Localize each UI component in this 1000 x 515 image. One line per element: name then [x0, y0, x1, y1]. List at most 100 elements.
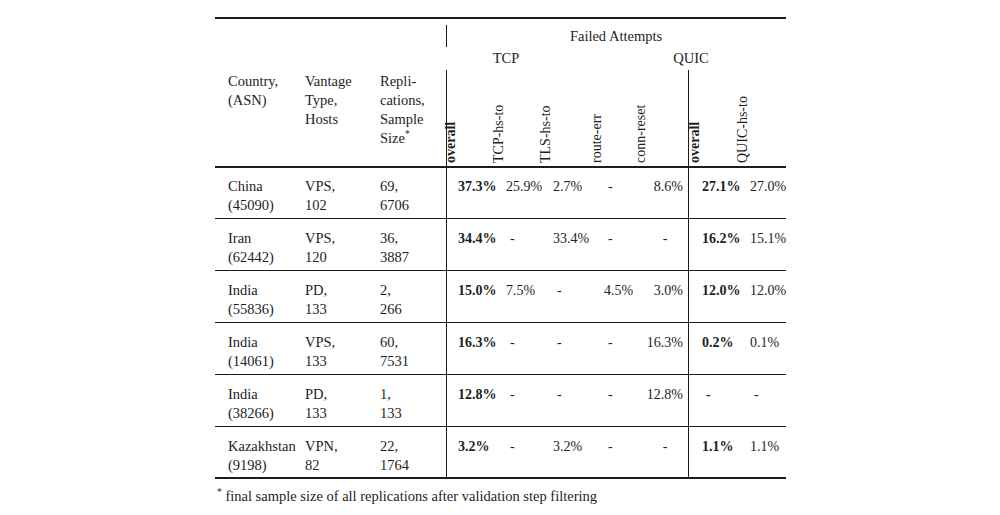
tcp-overall-value: 37.3%	[458, 177, 504, 196]
conn-reset-value: -	[640, 229, 686, 248]
tcp-hs-to-value: 25.9%	[506, 177, 552, 196]
table-row-iran-62442: Iran (62442) VPS, 120 36, 3887 34.4% - 3…	[215, 218, 786, 270]
table-row-india-38266: India (38266) PD, 133 1, 133 12.8% - - -…	[215, 374, 786, 426]
tcp-overall-value: 15.0%	[458, 281, 504, 300]
replications-count: 69,	[380, 177, 446, 196]
table-footnote: * final sample size of all replications …	[217, 488, 597, 505]
tcp-overall-value: 34.4%	[458, 229, 504, 248]
vantage-header-line: Type,	[305, 91, 352, 110]
table-row-kazakhstan-9198: Kazakhstan (9198) VPN, 82 22, 1764 3.2% …	[215, 426, 786, 478]
sample-size: 133	[380, 404, 446, 423]
country-cell: Iran (62442)	[228, 229, 304, 267]
vantage-cell: PD, 133	[305, 281, 377, 319]
replications-count: 2,	[380, 281, 446, 300]
replications-cell: 1, 133	[380, 385, 446, 423]
footnote-text: final sample size of all replications af…	[225, 488, 597, 504]
replications-header-line: Repli-	[380, 72, 425, 91]
country-header-line: (ASN)	[228, 91, 278, 110]
vantage-cell: VPN, 82	[305, 437, 377, 475]
country-cell: China (45090)	[228, 177, 304, 215]
vantage-column-header: Vantage Type, Hosts	[305, 72, 352, 129]
quic-overall-value: -	[702, 385, 748, 404]
conn-reset-value: -	[640, 437, 686, 456]
country-asn: (45090)	[228, 196, 304, 215]
replications-count: 1,	[380, 385, 446, 404]
country-asn: (14061)	[228, 352, 304, 371]
sample-size: 266	[380, 300, 446, 319]
table-row-india-55836: India (55836) PD, 133 2, 266 15.0% 7.5% …	[215, 270, 786, 322]
country-column-header: Country, (ASN)	[228, 72, 278, 110]
country-asn: (38266)	[228, 404, 304, 423]
vantage-cell: PD, 133	[305, 385, 377, 423]
tcp-group-header: TCP	[456, 50, 556, 67]
tls-hs-to-value: -	[553, 281, 599, 300]
tls-hs-to-value: 3.2%	[553, 437, 599, 456]
quic-overall-value: 27.1%	[702, 177, 748, 196]
col-header-route-err: route-err	[589, 68, 605, 163]
tls-hs-to-value: 2.7%	[553, 177, 599, 196]
sample-size: 6706	[380, 196, 446, 215]
vantage-header-line: Vantage	[305, 72, 352, 91]
quic-hs-to-value: 15.1%	[750, 229, 794, 248]
country-asn: (9198)	[228, 456, 304, 475]
size-star: *	[405, 129, 410, 139]
failed-attempts-header: Failed Attempts	[446, 28, 786, 45]
replications-count: 36,	[380, 229, 446, 248]
tls-hs-to-value: 33.4%	[553, 229, 599, 248]
table-row-india-14061: India (14061) VPS, 133 60, 7531 16.3% - …	[215, 322, 786, 374]
country-cell: India (14061)	[228, 333, 304, 371]
replications-header-line: Sample	[380, 110, 425, 129]
quic-hs-to-value: 27.0%	[750, 177, 794, 196]
tcp-hs-to-value: -	[506, 333, 552, 352]
quic-overall-value: 0.2%	[702, 333, 748, 352]
replications-cell: 60, 7531	[380, 333, 446, 371]
vantage-hosts: 82	[305, 456, 377, 475]
country-name: Iran	[228, 229, 304, 248]
conn-reset-value: 16.3%	[640, 333, 686, 352]
sample-size: 1764	[380, 456, 446, 475]
col-header-quic-overall: overall	[687, 68, 703, 163]
quic-overall-value: 12.0%	[702, 281, 748, 300]
conn-reset-value: 8.6%	[640, 177, 686, 196]
tls-hs-to-value: -	[553, 385, 599, 404]
country-asn: (62442)	[228, 248, 304, 267]
conn-reset-value: 3.0%	[640, 281, 686, 300]
vantage-cell: VPS, 133	[305, 333, 377, 371]
replications-cell: 22, 1764	[380, 437, 446, 475]
vantage-cell: VPS, 102	[305, 177, 377, 215]
tcp-hs-to-value: -	[506, 385, 552, 404]
tcp-hs-to-value: -	[506, 229, 552, 248]
quic-hs-to-value: 12.0%	[750, 281, 794, 300]
sample-size: 7531	[380, 352, 446, 371]
vantage-type: VPS,	[305, 229, 377, 248]
conn-reset-value: 12.8%	[640, 385, 686, 404]
tcp-hs-to-value: 7.5%	[506, 281, 552, 300]
country-cell: India (55836)	[228, 281, 304, 319]
col-header-tls-hs-to: TLS-hs-to	[538, 68, 554, 163]
country-name: India	[228, 333, 304, 352]
country-header-line: Country,	[228, 72, 278, 91]
replications-header-size-line: Size*	[380, 129, 425, 148]
vantage-cell: VPS, 120	[305, 229, 377, 267]
tcp-overall-value: 16.3%	[458, 333, 504, 352]
sample-size: 3887	[380, 248, 446, 267]
replications-cell: 69, 6706	[380, 177, 446, 215]
quic-hs-to-value: 0.1%	[750, 333, 794, 352]
vantage-hosts: 133	[305, 404, 377, 423]
quic-hs-to-value: -	[750, 385, 794, 404]
results-table: Failed Attempts TCP QUIC Country, (ASN) …	[215, 17, 786, 480]
replications-count: 22,	[380, 437, 446, 456]
vantage-hosts: 102	[305, 196, 377, 215]
vantage-type: PD,	[305, 281, 377, 300]
vantage-hosts: 133	[305, 300, 377, 319]
col-header-tcp-hs-to: TCP-hs-to	[491, 68, 507, 163]
replications-count: 60,	[380, 333, 446, 352]
country-name: India	[228, 385, 304, 404]
table-top-rule	[215, 17, 786, 19]
replications-cell: 2, 266	[380, 281, 446, 319]
tcp-overall-value: 12.8%	[458, 385, 504, 404]
vantage-type: VPN,	[305, 437, 377, 456]
tcp-overall-value: 3.2%	[458, 437, 504, 456]
country-name: China	[228, 177, 304, 196]
col-header-tcp-overall: overall	[443, 68, 459, 163]
